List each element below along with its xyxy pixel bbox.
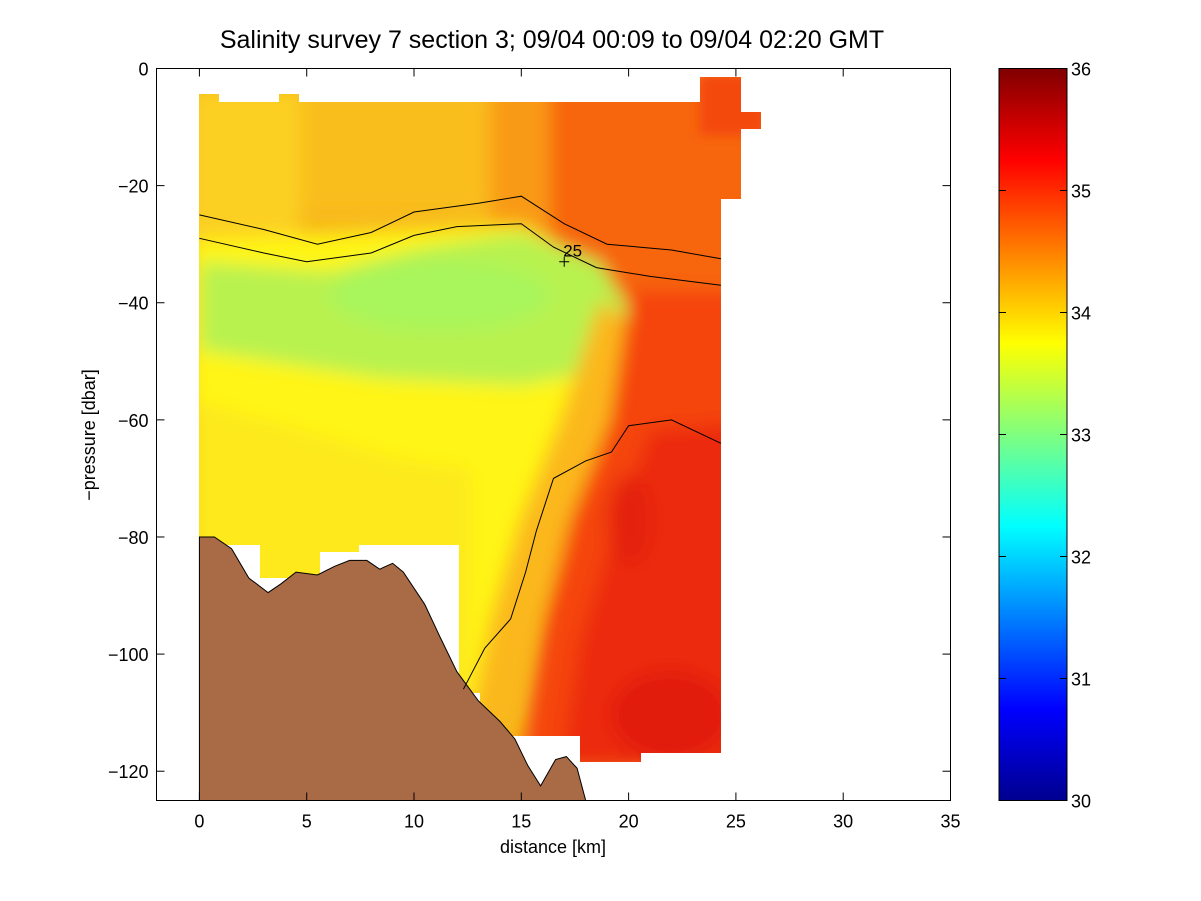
x-tick-label: 0 [194, 812, 204, 832]
x-tick-label: 35 [940, 812, 960, 832]
seafloor-bathymetry [198, 536, 587, 801]
x-tick-label: 25 [726, 812, 746, 832]
colorbar-tick-label: 34 [1071, 304, 1091, 324]
y-tick-label: −60 [118, 411, 149, 431]
field-surface-mid [300, 90, 500, 210]
x-tick-label: 5 [302, 812, 312, 832]
x-tick-label: 10 [404, 812, 424, 832]
y-tick-label: −120 [108, 762, 149, 782]
field-minimum-core [330, 260, 550, 330]
colorbar-tick-label: 32 [1071, 548, 1091, 568]
y-tick-label: −80 [118, 528, 149, 548]
y-tick-label: −20 [118, 177, 149, 197]
plot-axes-box [156, 68, 951, 801]
colorbar-tick-label: 33 [1071, 426, 1091, 446]
field-front-orange [470, 300, 640, 720]
colorbar-tick-label: 30 [1071, 792, 1091, 812]
colorbar-tick-label: 31 [1071, 670, 1091, 690]
x-axis-label: distance [km] [500, 837, 606, 857]
field-surface-light [199, 90, 300, 240]
field-deep-red [560, 420, 761, 762]
field-topright-red [700, 77, 761, 135]
field-offshore-a [490, 80, 560, 240]
salinity-field [199, 77, 761, 762]
colorbar [998, 68, 1068, 801]
y-tick-label: −100 [108, 645, 149, 665]
x-axis-ticks: 0 5 10 15 20 25 30 35 [194, 68, 961, 832]
field-red-bottom [610, 670, 730, 760]
y-tick-label: 0 [138, 60, 148, 80]
contour-label-marker [559, 256, 570, 267]
contour-label-group: 25 [559, 242, 582, 267]
x-tick-label: 30 [833, 812, 853, 832]
y-tick-label: −40 [118, 294, 149, 314]
colorbar-tick-label: 35 [1071, 182, 1091, 202]
colorbar-tick-label: 36 [1071, 60, 1091, 80]
x-tick-label: 15 [511, 812, 531, 832]
field-red-patch [608, 475, 652, 565]
chart-title: Salinity survey 7 section 3; 09/04 00:09… [220, 26, 884, 54]
y-axis-ticks: 0 −20 −40 −60 −80 −100 −120 [108, 60, 951, 782]
contour-line-1 [199, 195, 721, 260]
contour-line-3 [462, 419, 722, 690]
contour-line-2 [199, 223, 721, 286]
colorbar-ticks: 30 31 32 33 34 35 36 [999, 60, 1091, 812]
contour-lines [199, 195, 722, 690]
contour-label: 25 [563, 242, 582, 261]
y-axis-label: −pressure [dbar] [79, 369, 99, 501]
x-tick-label: 20 [619, 812, 639, 832]
